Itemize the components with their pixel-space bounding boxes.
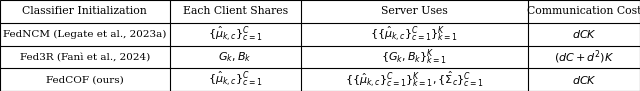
Text: FedNCM (Legate et al., 2023a): FedNCM (Legate et al., 2023a): [3, 30, 166, 39]
Text: $\{\hat{\mu}_{k,c}\}_{c=1}^{C}$: $\{\hat{\mu}_{k,c}\}_{c=1}^{C}$: [208, 70, 262, 89]
Text: $G_k, B_k$: $G_k, B_k$: [218, 50, 252, 64]
Text: Fed3R (Fanì et al., 2024): Fed3R (Fanì et al., 2024): [20, 52, 150, 61]
Text: $(dC + d^2)K$: $(dC + d^2)K$: [554, 48, 614, 66]
Text: $dCK$: $dCK$: [572, 28, 596, 40]
Text: Each Client Shares: Each Client Shares: [182, 6, 288, 16]
Text: $\{G_k, B_k\}_{k=1}^{K}$: $\{G_k, B_k\}_{k=1}^{K}$: [381, 47, 447, 67]
Text: $\{\{\hat{\mu}_{k,c}\}_{c=1}^{C}\}_{k=1}^{K}, \{\hat{\Sigma}_c\}_{c=1}^{C}$: $\{\{\hat{\mu}_{k,c}\}_{c=1}^{C}\}_{k=1}…: [345, 70, 484, 89]
Text: Communication Cost: Communication Cost: [527, 6, 640, 16]
Text: $\{\hat{\mu}_{k,c}\}_{c=1}^{C}$: $\{\hat{\mu}_{k,c}\}_{c=1}^{C}$: [208, 25, 262, 44]
Text: Classifier Initialization: Classifier Initialization: [22, 6, 147, 16]
Text: $\{\{\hat{\mu}_{k,c}\}_{c=1}^{C}\}_{k=1}^{K}$: $\{\{\hat{\mu}_{k,c}\}_{c=1}^{C}\}_{k=1}…: [371, 25, 458, 44]
Text: Server Uses: Server Uses: [381, 6, 448, 16]
Text: $dCK$: $dCK$: [572, 74, 596, 86]
Text: FedCOF (ours): FedCOF (ours): [46, 75, 124, 84]
